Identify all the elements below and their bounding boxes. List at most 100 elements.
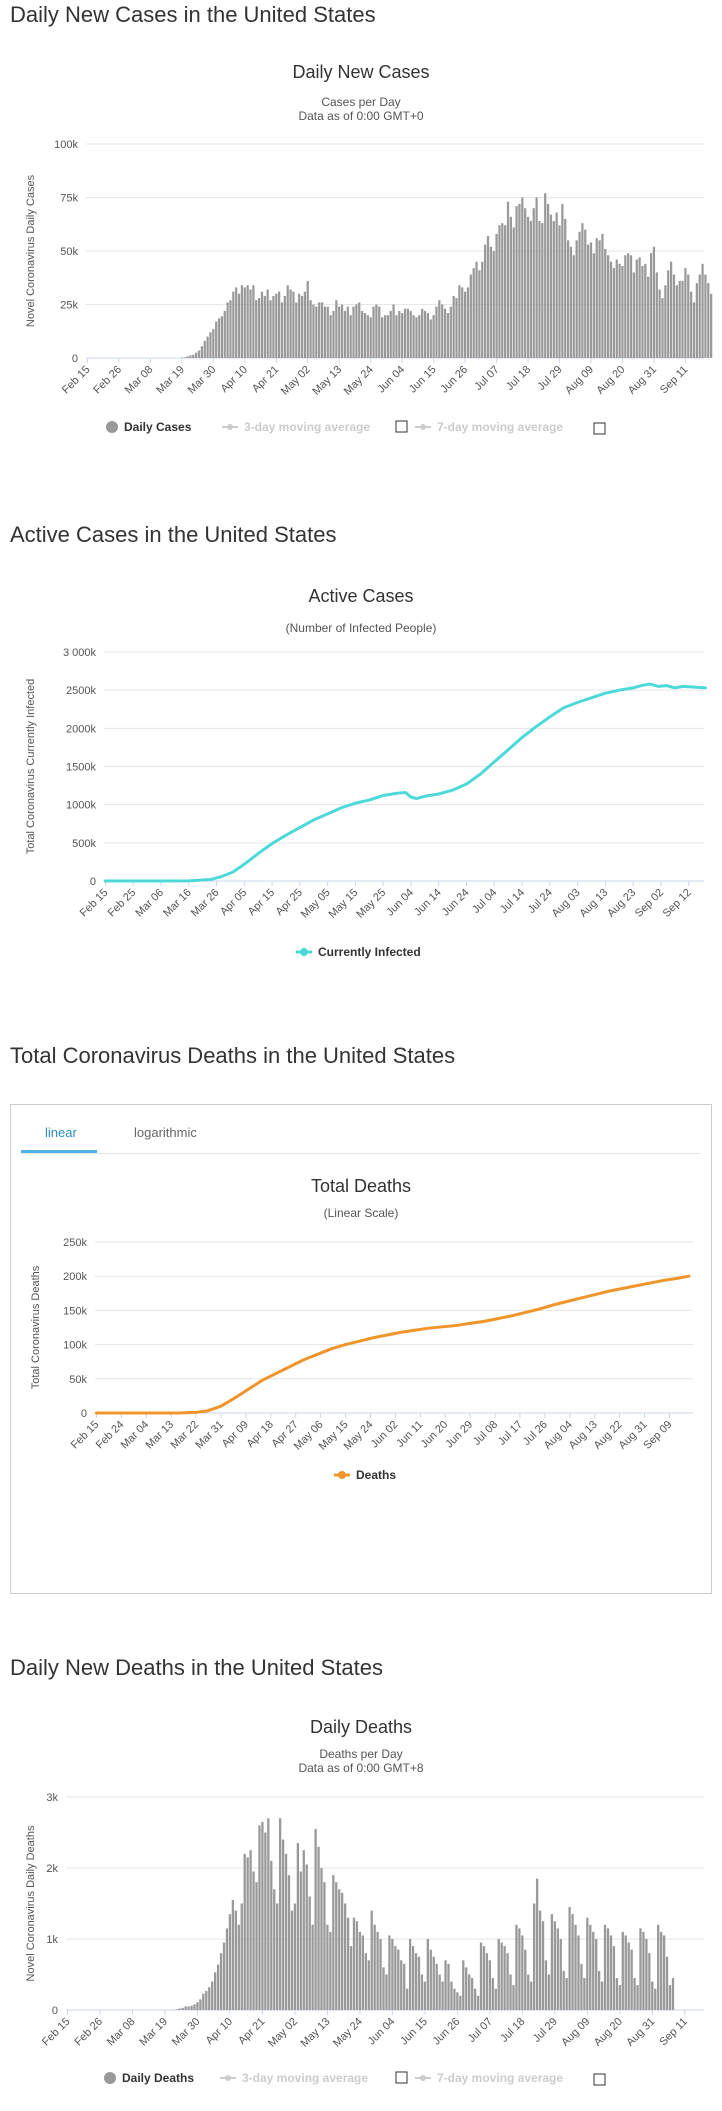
legend-item-7day[interactable]: 7-day moving average — [437, 2071, 563, 2085]
bar — [501, 223, 504, 358]
bar — [558, 225, 561, 358]
bar — [234, 1910, 237, 2010]
y-tick-label: 50k — [69, 1374, 87, 1386]
bar — [701, 263, 704, 358]
x-tick-label: Sep 02 — [633, 887, 666, 920]
bar — [287, 1875, 291, 2010]
bar — [535, 197, 538, 358]
bar — [296, 1843, 300, 2010]
bar — [541, 1921, 545, 2010]
bar — [648, 1953, 651, 2010]
bar — [521, 197, 524, 358]
bar — [491, 1978, 494, 2010]
bar — [311, 1924, 314, 2010]
bar — [435, 306, 438, 358]
bar — [226, 302, 229, 358]
bar — [515, 1924, 518, 2010]
bar — [295, 302, 298, 358]
bar — [306, 280, 309, 358]
legend-item-daily[interactable]: Daily Cases — [124, 420, 192, 434]
bar — [411, 1946, 415, 2010]
x-tick-label: Sep 09 — [641, 1419, 674, 1452]
bar — [349, 315, 352, 358]
legend-checkbox-3day[interactable] — [395, 2071, 408, 2084]
bar — [211, 1981, 214, 2010]
bar — [472, 268, 475, 358]
total-deaths-panel: linear logarithmic Total Deaths (Linear S… — [10, 1104, 712, 1594]
bar — [264, 1832, 267, 2010]
y-tick-label: 3 000k — [63, 647, 97, 659]
legend-checkbox-3day[interactable] — [395, 420, 408, 433]
x-tick-label: Sep 11 — [657, 2016, 690, 2049]
bar — [309, 300, 312, 358]
legend-item-daily[interactable]: Daily Deaths — [122, 2071, 194, 2085]
bar — [378, 306, 381, 358]
bar — [586, 1917, 589, 2010]
legend-item-3day[interactable]: 3-day moving average — [244, 420, 370, 434]
bar — [270, 1860, 273, 2010]
bar — [654, 1988, 657, 2010]
bar — [466, 287, 470, 358]
legend-item[interactable]: Currently Infected — [318, 945, 421, 959]
legend-checkbox-7day[interactable] — [593, 2073, 606, 2086]
bar — [533, 1903, 536, 2010]
bar — [299, 1871, 302, 2010]
bar — [465, 1967, 468, 2010]
bar — [509, 216, 512, 358]
x-tick-label: Apr 10 — [219, 364, 250, 395]
bar — [630, 1949, 633, 2010]
bar — [544, 1960, 548, 2010]
legend-item-7day[interactable]: 7-day moving average — [437, 420, 563, 434]
bar — [492, 251, 495, 358]
tab-active-indicator — [21, 1150, 97, 1153]
bar — [482, 1946, 486, 2010]
legend-item-3day[interactable]: 3-day moving average — [242, 2071, 368, 2085]
chart-subtitle-2: Data as of 0:00 GMT+0 — [298, 109, 423, 123]
active-cases-chart: Active Cases (Number of Infected People) 0… — [25, 586, 707, 959]
bar — [373, 1924, 376, 2010]
bar — [662, 1935, 666, 2010]
x-tick-label: Feb 25 — [106, 887, 139, 920]
bar — [255, 1882, 258, 2010]
bar — [575, 240, 578, 358]
bar — [441, 304, 444, 358]
tab-linear[interactable]: linear — [45, 1125, 77, 1140]
bar — [624, 1935, 627, 2010]
bar — [190, 2005, 193, 2010]
bar — [553, 1921, 556, 2010]
bar — [255, 300, 258, 358]
bar — [376, 1931, 379, 2010]
bar — [504, 225, 507, 358]
bar — [205, 1990, 208, 2010]
legend-item[interactable]: Deaths — [356, 1468, 396, 1482]
bar — [546, 203, 550, 358]
bar — [618, 263, 621, 358]
bar — [564, 218, 567, 358]
bar — [426, 313, 430, 358]
bar — [529, 221, 533, 358]
x-tick-label: Aug 09 — [559, 2016, 592, 2049]
bar — [383, 315, 387, 358]
bar — [432, 315, 435, 358]
total-deaths-chart: Total Deaths (Linear Scale) 0 50k 100k 150k 20… — [30, 1176, 693, 1482]
bar — [485, 1953, 489, 2010]
bar — [538, 1910, 542, 2010]
bar — [183, 357, 186, 358]
bar — [178, 2008, 181, 2010]
x-tick-label: May 25 — [354, 887, 388, 921]
bar — [486, 236, 490, 358]
x-tick-label: Mar 19 — [137, 2016, 170, 2049]
legend-checkbox-7day[interactable] — [593, 422, 606, 435]
bar — [315, 306, 318, 358]
y-tick-label: 0 — [52, 2005, 58, 2017]
bar — [635, 259, 638, 358]
bar — [476, 1995, 480, 2010]
bar — [690, 291, 693, 358]
bar — [281, 1839, 285, 2010]
tab-logarithmic[interactable]: logarithmic — [134, 1125, 197, 1140]
bar — [612, 1946, 616, 2010]
x-tick-label: Aug 03 — [550, 887, 583, 920]
bar — [232, 291, 235, 358]
bar — [426, 1939, 429, 2010]
